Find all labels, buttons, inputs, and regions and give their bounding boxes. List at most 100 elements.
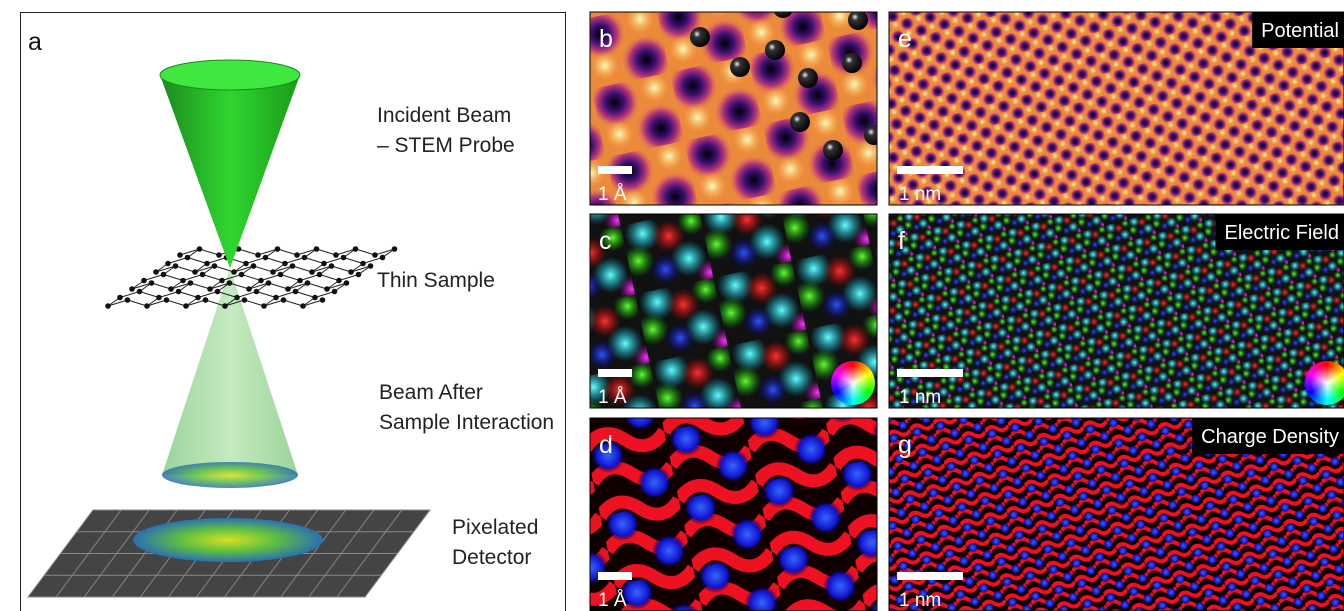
atom [200, 272, 206, 278]
panel-label: c [599, 227, 612, 255]
atom [185, 255, 191, 261]
atom [215, 289, 221, 295]
atom [380, 255, 386, 261]
beam-pattern [162, 462, 298, 488]
atom [164, 297, 170, 303]
atom [270, 269, 276, 275]
detector-signal [133, 518, 323, 562]
atom [246, 286, 252, 292]
atom [263, 255, 269, 261]
scale-bar-label: 1 Å [598, 387, 627, 408]
atom [360, 261, 366, 267]
atom [336, 278, 342, 284]
annotation: Detector [452, 546, 531, 569]
atom [255, 252, 261, 258]
atom [234, 295, 240, 301]
annotation: Thin Sample [377, 269, 495, 292]
atom [333, 252, 339, 258]
atom [176, 289, 182, 295]
atom [293, 289, 299, 295]
atom [356, 272, 362, 278]
atom [165, 261, 171, 267]
atom [348, 269, 354, 275]
color-wheel [1305, 361, 1344, 405]
panel-label: a [28, 28, 42, 56]
panel-label: d [599, 431, 613, 459]
color-wheel [831, 361, 875, 405]
atom [183, 303, 189, 309]
atom [149, 280, 155, 286]
atom [353, 246, 359, 252]
atom [372, 252, 378, 258]
atom [173, 263, 179, 269]
atom [278, 272, 284, 278]
scale-bar-label: 1 nm [899, 387, 941, 408]
scale-bar-label: 1 Å [598, 184, 627, 205]
scale-bar [598, 369, 632, 377]
atom [266, 280, 272, 286]
scale-bar [897, 166, 963, 174]
atom [309, 269, 315, 275]
atom [285, 286, 291, 292]
atom [239, 272, 245, 278]
figure: a Incident Beam – STEM Probe Thin Sample… [0, 0, 1344, 611]
atom [273, 295, 279, 301]
atom [261, 303, 267, 309]
atom [177, 252, 183, 258]
atom [227, 280, 233, 286]
scale-bar-label: 1 Å [598, 590, 627, 611]
panel-title: Electric Field [1225, 222, 1339, 244]
panel-title: Potential [1261, 20, 1339, 42]
scale-bar-label: 1 nm [899, 184, 941, 205]
panel-label: g [898, 431, 912, 459]
atom [144, 303, 150, 309]
atom [219, 278, 225, 284]
atom [282, 261, 288, 267]
atom [297, 278, 303, 284]
annotation: Sample Interaction [379, 411, 554, 434]
atom [197, 246, 203, 252]
atom [305, 280, 311, 286]
atom [203, 297, 209, 303]
atom [141, 278, 147, 284]
atom [275, 246, 281, 252]
atom [392, 246, 398, 252]
atom [302, 255, 308, 261]
atom [368, 263, 374, 269]
atom [243, 261, 249, 267]
atom [129, 286, 135, 292]
panel-label: f [898, 227, 905, 255]
atom [195, 295, 201, 301]
atom [180, 278, 186, 284]
atom [168, 286, 174, 292]
atom [105, 303, 111, 309]
atom [324, 286, 330, 292]
atom [300, 303, 306, 309]
atom [332, 289, 338, 295]
scale-bar-label: 1 nm [899, 590, 941, 611]
atom [212, 263, 218, 269]
atom [314, 246, 320, 252]
atom [161, 272, 167, 278]
atom [153, 269, 159, 275]
panel-label: b [599, 25, 613, 53]
atom [321, 261, 327, 267]
atom [231, 269, 237, 275]
potential-image [590, 12, 877, 205]
atom [192, 269, 198, 275]
atom [242, 297, 248, 303]
figure-page: {"panel_a": {"label": "a", "annotations"… [0, 0, 1344, 611]
atom [125, 297, 131, 303]
annotation: Pixelated [452, 516, 538, 539]
atom [222, 303, 228, 309]
atom [137, 289, 143, 295]
atom [188, 280, 194, 286]
annotation: Beam After [379, 381, 483, 404]
scale-bar [598, 166, 632, 174]
charge-image [590, 418, 877, 611]
atom [341, 255, 347, 261]
atom [320, 297, 326, 303]
beam-top [160, 60, 300, 90]
atom [204, 261, 210, 267]
annotation: Incident Beam [377, 104, 511, 127]
